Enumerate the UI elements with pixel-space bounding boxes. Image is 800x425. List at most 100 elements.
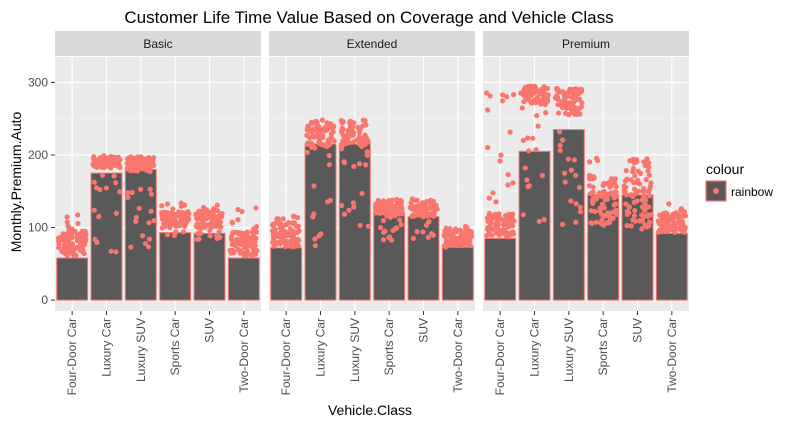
data-point <box>553 93 560 99</box>
data-point <box>91 154 97 160</box>
data-point <box>646 172 652 178</box>
data-point <box>350 132 356 138</box>
data-point <box>634 198 640 204</box>
y-tick-label: 200 <box>28 148 48 162</box>
data-point <box>487 93 493 99</box>
bar-four-door-car <box>56 257 89 301</box>
data-point <box>456 239 462 246</box>
data-point <box>413 207 419 213</box>
legend: colour rainbow <box>705 161 773 202</box>
data-point <box>108 248 114 254</box>
data-point <box>182 223 188 229</box>
data-point <box>137 162 143 169</box>
data-point <box>146 236 152 242</box>
data-point <box>599 201 606 207</box>
data-point <box>533 147 539 153</box>
data-point <box>446 227 452 233</box>
data-point <box>536 218 542 224</box>
y-tick-label: 100 <box>28 221 48 235</box>
data-point <box>535 123 541 129</box>
data-point <box>350 200 356 206</box>
data-point <box>377 225 384 231</box>
data-point <box>407 204 413 211</box>
data-point <box>362 132 368 138</box>
data-point <box>573 172 579 179</box>
data-point <box>291 243 297 249</box>
data-point <box>56 238 62 244</box>
data-point <box>318 231 324 237</box>
data-point <box>243 230 249 237</box>
data-point <box>623 168 629 174</box>
data-point <box>543 110 549 116</box>
bar-two-door-car <box>441 246 474 301</box>
data-point <box>544 96 551 103</box>
x-tick-label: Sports Car <box>596 318 610 375</box>
data-point <box>164 232 171 238</box>
data-point <box>459 231 465 238</box>
data-point <box>138 154 144 160</box>
data-point <box>359 143 365 150</box>
data-point <box>493 224 499 230</box>
data-point <box>66 238 72 244</box>
data-point <box>117 189 123 195</box>
data-point <box>291 214 297 220</box>
data-point <box>525 135 531 141</box>
data-point <box>55 244 62 251</box>
data-point <box>623 192 629 198</box>
data-point <box>91 207 97 213</box>
x-tick-label: Luxury Car <box>314 318 328 377</box>
data-point <box>312 243 318 249</box>
data-point <box>646 204 652 210</box>
data-point <box>130 164 136 170</box>
data-point <box>562 179 568 185</box>
data-point <box>635 168 641 174</box>
data-point <box>598 193 604 199</box>
data-point <box>613 184 619 190</box>
panel-background <box>483 57 689 311</box>
x-tick-label: SUV <box>203 318 217 343</box>
legend-title: colour <box>706 161 744 177</box>
data-point <box>284 221 290 227</box>
data-point <box>398 198 405 205</box>
data-point <box>519 105 525 111</box>
data-point <box>73 252 79 259</box>
data-point <box>647 219 653 225</box>
data-point <box>600 213 606 219</box>
data-point <box>125 190 131 196</box>
data-point <box>338 146 345 152</box>
data-point <box>233 229 239 235</box>
data-point <box>468 229 474 235</box>
data-point <box>643 177 649 183</box>
data-point <box>146 220 152 226</box>
data-point <box>251 226 257 232</box>
legend-label-rainbow: rainbow <box>731 185 773 199</box>
data-point <box>365 223 372 229</box>
data-point <box>600 182 606 189</box>
data-point <box>630 169 636 175</box>
data-point <box>124 160 130 166</box>
x-tick-label: Luxury Car <box>528 318 542 377</box>
data-point <box>345 136 351 142</box>
x-tick-label: Sports Car <box>382 318 396 375</box>
data-point <box>341 211 348 217</box>
data-point <box>312 145 318 151</box>
data-point <box>414 229 420 235</box>
data-point <box>645 168 651 174</box>
data-point <box>80 249 86 255</box>
data-point <box>75 220 81 227</box>
data-point <box>70 248 76 254</box>
data-point <box>78 231 84 237</box>
data-point <box>679 213 686 219</box>
data-point <box>520 137 526 143</box>
data-point <box>511 92 517 98</box>
data-point <box>525 184 531 190</box>
data-point <box>133 218 139 224</box>
data-point <box>62 243 68 249</box>
data-point <box>534 112 540 119</box>
data-point <box>520 212 526 218</box>
data-point <box>627 158 633 164</box>
data-point <box>666 225 672 231</box>
data-point <box>315 123 321 129</box>
bar-four-door-car <box>270 247 303 301</box>
data-point <box>385 202 391 208</box>
